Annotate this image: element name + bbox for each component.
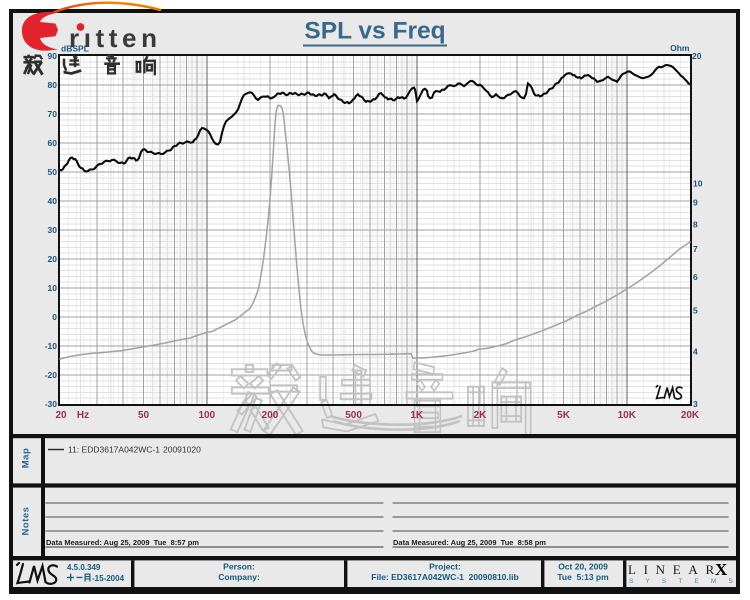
svg-text:Project:: Project: — [429, 562, 461, 572]
svg-text:9: 9 — [693, 198, 698, 208]
svg-text:S Y S T E M S: S Y S T E M S — [629, 578, 738, 585]
svg-text:3: 3 — [693, 399, 698, 409]
svg-text:-20: -20 — [45, 370, 58, 380]
svg-text:20: 20 — [692, 51, 702, 61]
svg-text:5K: 5K — [557, 410, 571, 421]
svg-text:0: 0 — [52, 312, 57, 322]
svg-text:LINEAR: LINEAR — [628, 562, 722, 577]
svg-text:20: 20 — [55, 410, 67, 421]
svg-text:2K: 2K — [474, 410, 488, 421]
svg-text:Map: Map — [21, 448, 32, 469]
svg-text:-15-2004: -15-2004 — [92, 574, 125, 583]
svg-text:5: 5 — [693, 305, 698, 315]
svg-text:4.5.0.349: 4.5.0.349 — [67, 563, 101, 572]
svg-text:dBSPL: dBSPL — [61, 44, 89, 54]
svg-text:-10: -10 — [45, 341, 58, 351]
svg-text:8: 8 — [693, 219, 698, 229]
svg-text:Company:: Company: — [218, 572, 260, 582]
svg-text:rıtten: rıtten — [69, 23, 162, 53]
svg-text:20: 20 — [48, 254, 58, 264]
svg-text:11: EDD3617A042WC-1: 11: EDD3617A042WC-1 — [68, 445, 160, 455]
svg-text:30: 30 — [48, 225, 58, 235]
svg-text:Oct 20, 2009: Oct 20, 2009 — [558, 562, 608, 572]
svg-text:7: 7 — [693, 244, 698, 254]
svg-text:10K: 10K — [618, 410, 637, 421]
svg-text:Notes: Notes — [21, 507, 32, 536]
svg-text:Tue 5:13 pm: Tue 5:13 pm — [557, 572, 609, 582]
svg-text:100: 100 — [198, 410, 215, 421]
svg-text:Person:: Person: — [223, 562, 255, 572]
svg-text:10: 10 — [693, 178, 703, 188]
svg-text:90: 90 — [48, 51, 58, 61]
svg-text:50: 50 — [48, 167, 58, 177]
svg-text:1K: 1K — [410, 410, 424, 421]
svg-text:20K: 20K — [681, 410, 700, 421]
svg-text:20091020: 20091020 — [163, 445, 201, 455]
svg-text:-30: -30 — [45, 399, 58, 409]
svg-text:SPL vs Freq: SPL vs Freq — [304, 18, 445, 45]
svg-text:Data Measured: Aug 25, 2009 T: Data Measured: Aug 25, 2009 Tue 8:58 pm — [393, 538, 546, 547]
svg-text:Data Measured: Aug 25, 2009 T: Data Measured: Aug 25, 2009 Tue 8:57 pm — [46, 538, 199, 547]
svg-text:80: 80 — [48, 80, 58, 90]
svg-text:200: 200 — [262, 410, 279, 421]
svg-text:File: ED3617A042WC-1 20090810: File: ED3617A042WC-1 20090810.lib — [371, 572, 518, 582]
svg-text:Ohm: Ohm — [670, 43, 690, 53]
svg-text:6: 6 — [693, 272, 698, 282]
svg-text:X: X — [715, 560, 728, 579]
svg-text:40: 40 — [48, 196, 58, 206]
svg-text:10: 10 — [48, 283, 58, 293]
svg-text:500: 500 — [345, 410, 362, 421]
svg-text:4: 4 — [693, 346, 698, 356]
svg-text:70: 70 — [48, 109, 58, 119]
svg-text:60: 60 — [48, 138, 58, 148]
svg-text:Hz: Hz — [77, 410, 89, 421]
svg-text:50: 50 — [138, 410, 150, 421]
